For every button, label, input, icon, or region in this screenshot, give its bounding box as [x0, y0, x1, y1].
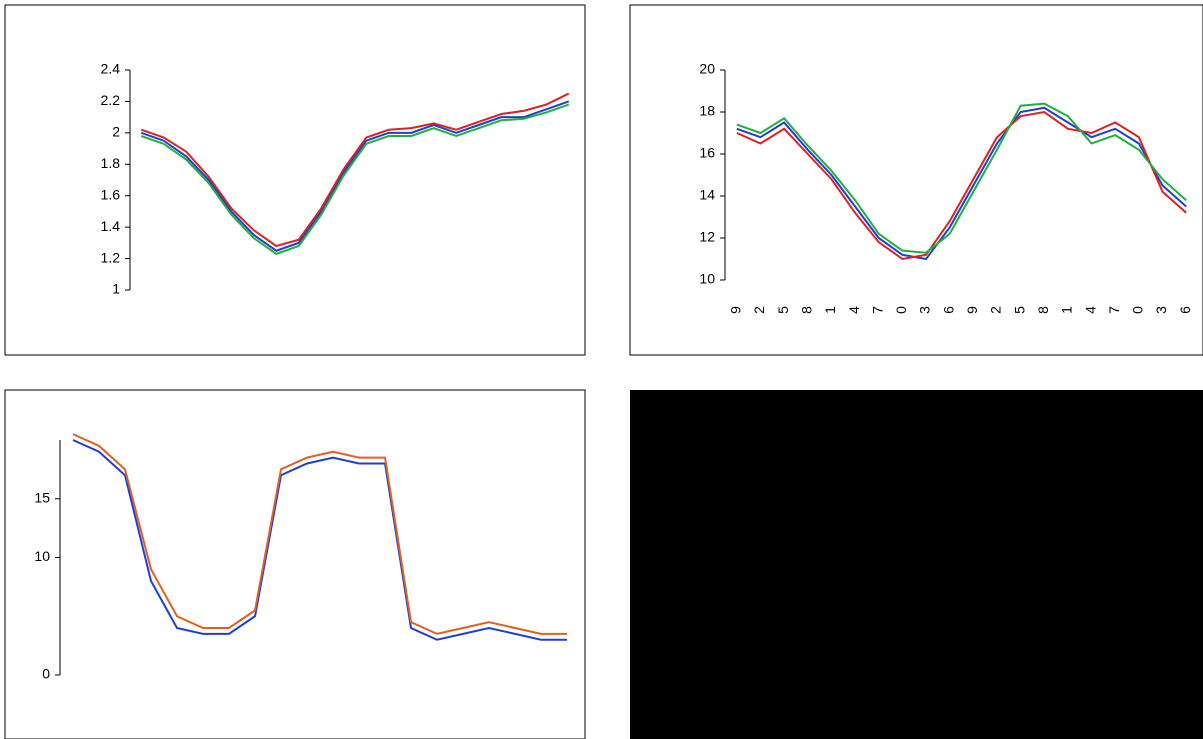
y-tick-label: 1	[112, 281, 120, 297]
x-tick-label: 4	[846, 306, 862, 314]
series-line	[72, 439, 567, 641]
panel-frame	[629, 4, 1203, 356]
x-tick-label: 8	[1035, 306, 1051, 314]
y-tick-label: 18	[699, 103, 715, 119]
y-tick-label: 14	[699, 187, 715, 203]
y-tick-label: 1.8	[101, 155, 121, 171]
x-tick-label: 1	[1059, 306, 1075, 314]
panel-frame	[4, 4, 586, 356]
y-tick-label: 2.2	[101, 92, 121, 108]
series-line	[72, 433, 567, 635]
y-tick-label: 1.2	[101, 249, 121, 265]
y-tick-label: 16	[699, 145, 715, 161]
x-tick-label: 8	[798, 306, 814, 314]
x-tick-label: 2	[988, 306, 1004, 314]
y-tick-label: 0	[42, 666, 50, 682]
series-line	[736, 110, 1187, 261]
y-tick-label: 1.6	[101, 186, 121, 202]
y-tick-label: 10	[699, 271, 715, 287]
y-tick-label: 15	[34, 489, 50, 505]
x-tick-label: 5	[775, 306, 791, 314]
y-tick-label: 20	[699, 61, 715, 77]
x-tick-label: 7	[869, 306, 885, 314]
x-tick-label: 9	[728, 306, 744, 314]
series-line	[140, 103, 570, 255]
x-tick-label: 0	[893, 306, 909, 314]
x-tick-label: 0	[1130, 306, 1146, 314]
x-tick-label: 3	[917, 306, 933, 314]
x-tick-label: 7	[1106, 306, 1122, 314]
series-line	[736, 102, 1187, 254]
empty-panel	[630, 390, 1203, 739]
x-tick-label: 2	[751, 306, 767, 314]
y-tick-label: 1.4	[101, 218, 121, 234]
x-tick-label: 6	[940, 306, 956, 314]
x-tick-label: 5	[1011, 306, 1027, 314]
series-line	[736, 106, 1187, 261]
y-tick-label: 2	[112, 124, 120, 140]
x-tick-label: 4	[1082, 306, 1098, 314]
x-tick-label: 9	[964, 306, 980, 314]
y-tick-label: 2.4	[101, 61, 121, 77]
x-tick-label: 1	[822, 306, 838, 314]
series-line	[140, 92, 570, 248]
x-tick-label: 6	[1177, 306, 1193, 314]
y-tick-label: 12	[699, 229, 715, 245]
panel-frame	[4, 389, 586, 739]
series-line	[140, 100, 570, 252]
x-tick-label: 3	[1153, 306, 1169, 314]
y-tick-label: 10	[34, 548, 50, 564]
